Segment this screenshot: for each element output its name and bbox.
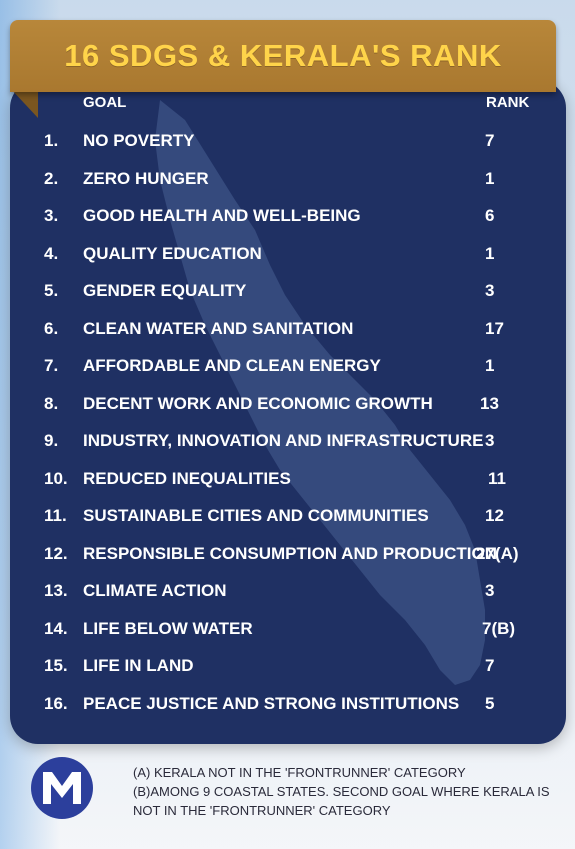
goal-name: AFFORDABLE AND CLEAN ENERGY bbox=[83, 356, 381, 375]
goal-name: LIFE BELOW WATER bbox=[83, 618, 253, 638]
list-item: 14. LIFE BELOW WATER 7(B) bbox=[0, 610, 575, 647]
kerala-map-silhouette bbox=[155, 100, 485, 685]
goal-number: 4. bbox=[44, 243, 59, 263]
goal-rank: 7(B) bbox=[482, 618, 516, 638]
list-item: 1. NO POVERTY 7 bbox=[0, 122, 575, 159]
goal-name: CLEAN WATER AND SANITATION bbox=[83, 318, 354, 338]
goal-name: NO POVERTY bbox=[83, 131, 195, 150]
goal-rank: 1 bbox=[485, 243, 495, 263]
m-logo-icon bbox=[31, 757, 93, 819]
goal-number: 9. bbox=[44, 431, 59, 450]
goal-number: 6. bbox=[44, 318, 59, 338]
list-item: 10. REDUCED INEQUALITIES 11 bbox=[0, 460, 575, 497]
list-item: 15. LIFE IN LAND 7 bbox=[0, 647, 575, 684]
footnote-b: (B)AMONG 9 COASTAL STATES. SECOND GOAL W… bbox=[133, 784, 550, 818]
goal-rank: 7 bbox=[485, 131, 495, 150]
goal-number: 5. bbox=[44, 281, 59, 300]
goal-rank: 1 bbox=[485, 168, 495, 188]
goal-rank: 5 bbox=[485, 693, 495, 713]
list-item: 13. CLIMATE ACTION 3 bbox=[0, 572, 575, 609]
goal-rank: 3 bbox=[485, 281, 495, 300]
m-letter-icon bbox=[43, 772, 81, 804]
footnote-a: (A) KERALA NOT IN THE 'FRONTRUNNER' CATE… bbox=[133, 765, 466, 780]
goal-rank: 17 bbox=[485, 318, 504, 338]
goal-name: QUALITY EDUCATION bbox=[83, 243, 262, 263]
goal-number: 10. bbox=[44, 468, 68, 488]
list-item: 8. DECENT WORK AND ECONOMIC GROWTH 13 bbox=[0, 385, 575, 422]
list-item: 4. QUALITY EDUCATION 1 bbox=[0, 235, 575, 272]
goal-number: 2. bbox=[44, 168, 59, 188]
goal-rank: 1 bbox=[485, 356, 495, 375]
goal-rank: 12 bbox=[485, 506, 504, 525]
goal-name: PEACE JUSTICE AND STRONG INSTITUTIONS bbox=[83, 693, 460, 713]
goal-name: LIFE IN LAND bbox=[83, 656, 194, 675]
goal-name: ZERO HUNGER bbox=[83, 168, 209, 188]
goal-number: 7. bbox=[44, 356, 59, 375]
goal-number: 8. bbox=[44, 393, 59, 413]
goal-name: INDUSTRY, INNOVATION AND INFRASTRUCTURE bbox=[83, 431, 484, 450]
goal-column-header: GOAL bbox=[83, 94, 127, 111]
list-item: 6. CLEAN WATER AND SANITATION 17 bbox=[0, 310, 575, 347]
goal-name: SUSTAINABLE CITIES AND COMMUNITIES bbox=[83, 506, 429, 525]
goal-number: 14. bbox=[44, 618, 68, 638]
list-item: 2. ZERO HUNGER 1 bbox=[0, 160, 575, 197]
footnotes: (A) KERALA NOT IN THE 'FRONTRUNNER' CATE… bbox=[133, 763, 553, 820]
goal-name: REDUCED INEQUALITIES bbox=[83, 468, 291, 488]
goal-number: 11. bbox=[44, 506, 67, 525]
goal-rank: 27(A) bbox=[476, 543, 519, 563]
page-title: 16 SDGS & KERALA'S RANK bbox=[64, 38, 502, 73]
goal-name: GOOD HEALTH AND WELL-BEING bbox=[83, 206, 361, 225]
goal-rank: 13 bbox=[480, 393, 499, 413]
list-item: 12. RESPONSIBLE CONSUMPTION AND PRODUCTIO… bbox=[0, 535, 575, 572]
goal-number: 13. bbox=[44, 581, 68, 600]
goal-rank: 7 bbox=[485, 656, 495, 675]
goal-rank: 3 bbox=[485, 581, 495, 600]
goal-rank: 3 bbox=[485, 431, 495, 450]
list-item: 16. PEACE JUSTICE AND STRONG INSTITUTIONS… bbox=[0, 685, 575, 722]
goal-name: GENDER EQUALITY bbox=[83, 281, 247, 300]
goal-number: 3. bbox=[44, 206, 59, 225]
goal-rank: 11 bbox=[488, 468, 506, 488]
goal-name: RESPONSIBLE CONSUMPTION AND PRODUCTION bbox=[83, 543, 498, 563]
sdg-card bbox=[10, 80, 566, 744]
list-item: 11. SUSTAINABLE CITIES AND COMMUNITIES 12 bbox=[0, 497, 575, 534]
list-item: 3. GOOD HEALTH AND WELL-BEING 6 bbox=[0, 197, 575, 234]
list-item: 7. AFFORDABLE AND CLEAN ENERGY 1 bbox=[0, 347, 575, 384]
goal-rank: 6 bbox=[485, 206, 495, 225]
goal-name: CLIMATE ACTION bbox=[83, 581, 227, 600]
rank-column-header: RANK bbox=[486, 94, 530, 111]
goal-number: 16. bbox=[44, 693, 68, 713]
list-item: 5. GENDER EQUALITY 3 bbox=[0, 272, 575, 309]
goal-name: DECENT WORK AND ECONOMIC GROWTH bbox=[83, 393, 433, 413]
goal-number: 12. bbox=[44, 543, 68, 563]
goal-number: 1. bbox=[44, 131, 59, 150]
title-banner: 16 SDGS & KERALA'S RANK bbox=[10, 20, 556, 92]
goal-number: 15. bbox=[44, 656, 68, 675]
list-item: 9. INDUSTRY, INNOVATION AND INFRASTRUCTUR… bbox=[0, 422, 575, 459]
